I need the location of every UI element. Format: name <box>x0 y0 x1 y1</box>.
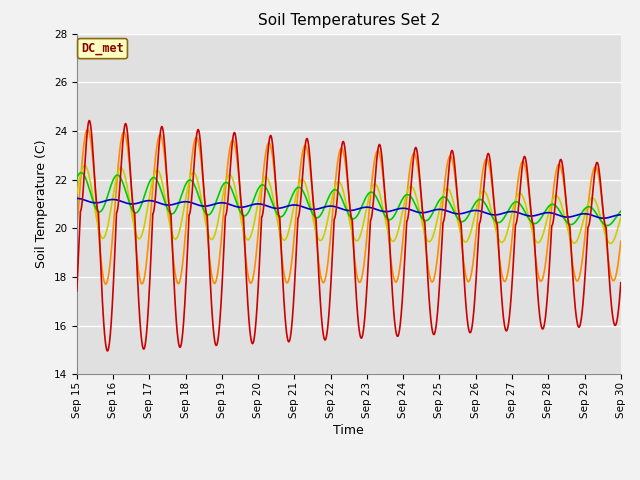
-8cm <box>607 240 614 246</box>
-16cm <box>77 170 85 176</box>
Line: -32cm: -32cm <box>77 198 621 218</box>
-8cm <box>607 240 614 246</box>
-4cm <box>102 281 109 287</box>
-4cm <box>305 160 313 166</box>
-2cm <box>282 323 290 328</box>
Line: -4cm: -4cm <box>77 129 621 284</box>
Line: -2cm: -2cm <box>77 120 621 351</box>
Line: -8cm: -8cm <box>77 166 621 243</box>
-32cm <box>135 200 143 206</box>
-16cm <box>168 211 175 216</box>
-4cm <box>168 235 175 241</box>
-32cm <box>600 216 607 221</box>
-2cm <box>135 307 143 312</box>
Title: Soil Temperatures Set 2: Soil Temperatures Set 2 <box>258 13 440 28</box>
-32cm <box>548 210 556 216</box>
-16cm <box>607 221 614 227</box>
-16cm <box>305 203 313 209</box>
Y-axis label: Soil Temperature (C): Soil Temperature (C) <box>35 140 48 268</box>
-16cm <box>73 175 81 181</box>
-2cm <box>168 224 175 230</box>
-32cm <box>305 206 313 212</box>
-2cm <box>548 223 556 228</box>
-16cm <box>548 202 556 207</box>
-16cm <box>135 207 143 213</box>
-2cm <box>86 118 93 123</box>
-32cm <box>167 202 175 208</box>
-8cm <box>305 196 313 202</box>
-4cm <box>84 126 92 132</box>
-32cm <box>73 195 81 201</box>
-8cm <box>135 236 143 241</box>
-4cm <box>282 278 290 284</box>
-32cm <box>607 214 614 220</box>
-8cm <box>282 236 289 242</box>
-8cm <box>617 215 625 220</box>
-2cm <box>607 291 614 297</box>
-8cm <box>73 192 81 197</box>
Line: -16cm: -16cm <box>77 173 621 226</box>
Text: DC_met: DC_met <box>81 42 124 55</box>
-16cm <box>617 208 625 214</box>
-2cm <box>305 149 313 155</box>
-16cm <box>604 223 611 228</box>
-2cm <box>617 280 625 286</box>
-4cm <box>548 201 556 206</box>
-4cm <box>73 227 81 232</box>
-2cm <box>104 348 111 354</box>
-16cm <box>282 209 289 215</box>
-32cm <box>282 204 289 210</box>
-2cm <box>73 288 81 294</box>
-4cm <box>617 239 625 244</box>
-32cm <box>617 212 625 218</box>
X-axis label: Time: Time <box>333 424 364 437</box>
-4cm <box>135 272 143 278</box>
-8cm <box>548 199 556 205</box>
-8cm <box>81 163 88 168</box>
-4cm <box>607 270 614 276</box>
-8cm <box>168 228 175 234</box>
